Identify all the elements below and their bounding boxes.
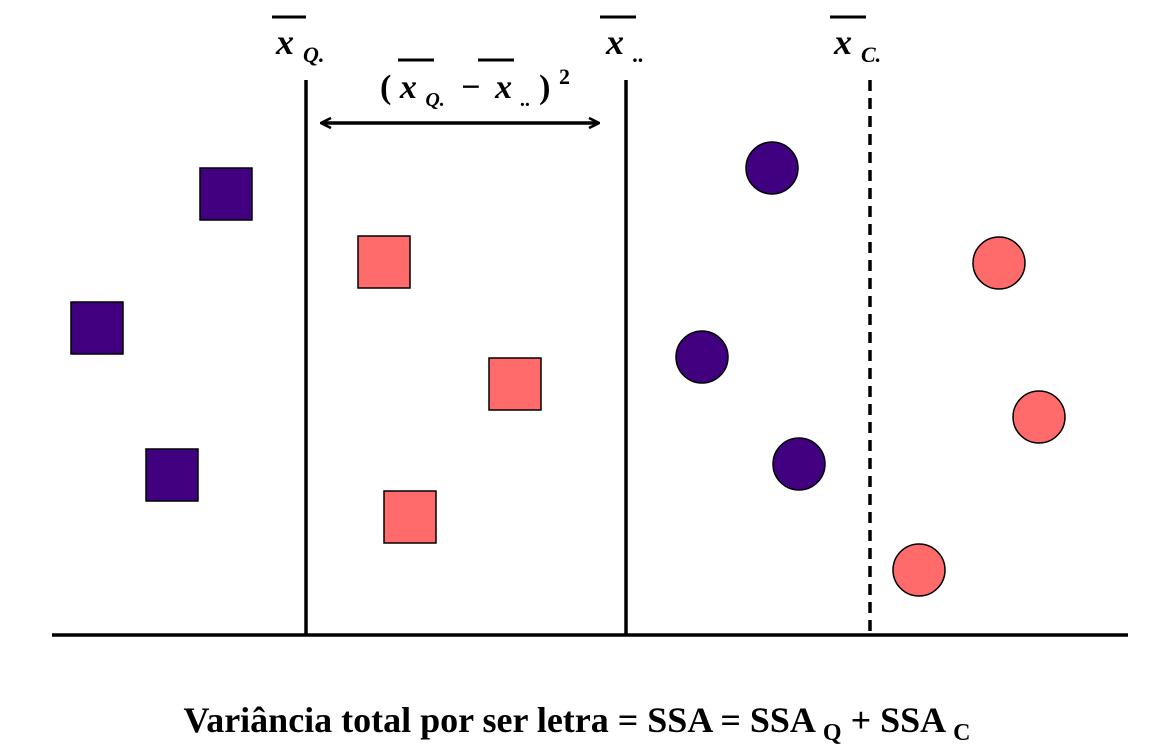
caption-main: Variância total por ser letra = SSA = SS… (184, 700, 816, 740)
svg-text:x Q.: x Q. (275, 22, 324, 67)
diff-minus: − (461, 69, 480, 106)
diff-close: ) (539, 69, 550, 106)
diff-power: 2 (559, 64, 570, 89)
svg-text:x C.: x C. (833, 22, 881, 67)
mean-label-c: x C. (830, 15, 881, 67)
circle-point-light (1012, 390, 1066, 444)
mean-label-q: x Q. (272, 15, 324, 67)
caption: Variância total por ser letra = SSA = SS… (184, 700, 971, 748)
mean-sub-c: C. (861, 42, 881, 67)
circle-point-dark (745, 141, 799, 195)
circle-point-light (892, 543, 946, 597)
diff-var-a: x (399, 69, 417, 106)
square-point-dark (70, 301, 124, 355)
square-point-light (357, 235, 411, 289)
caption-sub-c: C (953, 720, 970, 746)
caption-plus: + SSA (851, 700, 947, 740)
mean-var-q: x (275, 22, 294, 62)
diff-var-b: x (494, 69, 512, 106)
mean-label-grand: x .. (600, 15, 644, 67)
mean-var-grand: x (605, 22, 624, 62)
circle-point-light (972, 236, 1026, 290)
circle-point-dark (772, 437, 826, 491)
data-points (70, 141, 1066, 597)
caption-sub-q: Q (823, 720, 842, 746)
diff-open: ( (380, 69, 391, 106)
square-point-dark (145, 448, 199, 502)
mean-sub-grand: .. (633, 42, 644, 67)
square-point-light (383, 490, 437, 544)
mean-sub-q: Q. (303, 42, 324, 67)
svg-text:( x Q. −: ( x Q. − x .. ) 2 (380, 64, 570, 114)
difference-label: ( x Q. − x .. ) 2 (380, 58, 570, 114)
mean-var-c: x (833, 22, 852, 62)
diff-sub-a: Q. (425, 89, 444, 111)
square-point-dark (199, 167, 253, 221)
circle-point-dark (675, 330, 729, 384)
svg-text:x ..: x .. (605, 22, 644, 67)
diff-sub-b: .. (521, 89, 531, 111)
square-point-light (488, 357, 542, 411)
